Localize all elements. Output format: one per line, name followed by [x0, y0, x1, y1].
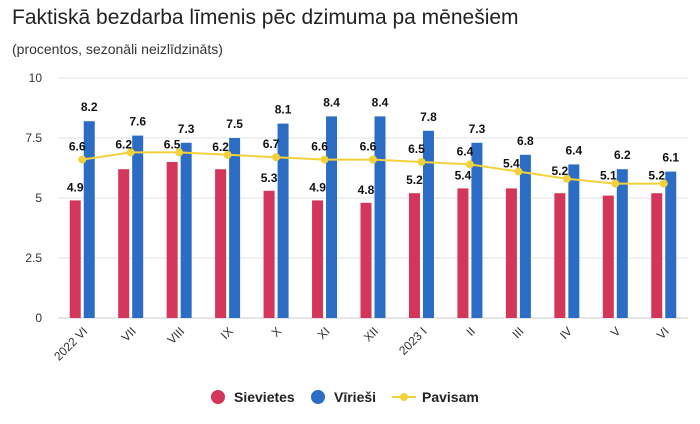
chart-title: Faktiskā bezdarba līmenis pēc dzimuma pa… [12, 6, 519, 29]
data-label-pavisam: 6.6 [360, 140, 377, 154]
data-label-pavisam: 6.6 [69, 140, 86, 154]
bar-virieshi [422, 130, 434, 318]
point-pavisam [223, 150, 232, 159]
bar-sievietes [312, 200, 324, 318]
x-tick-label: VI [654, 324, 672, 342]
bar-virieshi [519, 154, 531, 318]
x-tick-label: 2023 I [396, 324, 429, 357]
legend-sievietes-marker [211, 390, 225, 404]
bar-sievietes [651, 193, 663, 318]
point-pavisam [417, 158, 426, 166]
bar-sievietes [360, 202, 372, 318]
legend-virieshi-label: Vīrieši [334, 389, 376, 405]
bar-virieshi [326, 116, 338, 319]
data-label-virieshi: 8.4 [372, 95, 389, 109]
data-label-sievietes: 5.3 [261, 171, 278, 185]
data-label-virieshi: 7.6 [129, 115, 146, 129]
legend-pavisam-label: Pavisam [422, 389, 479, 405]
point-pavisam [465, 160, 474, 169]
data-label-virieshi: 6.1 [662, 151, 679, 165]
data-label-virieshi: 7.3 [178, 122, 195, 136]
data-label-virieshi: 7.8 [420, 110, 437, 124]
data-label-sievietes: 6.2 [212, 140, 229, 154]
data-label-sievietes: 5.2 [648, 169, 665, 183]
chart-subtitle: (procentos, sezonāli neizlīdzināts) [12, 41, 223, 57]
legend-pavisam-marker-dot [400, 393, 408, 401]
x-tick-label: XI [315, 324, 333, 342]
x-tick-label: IV [557, 324, 575, 342]
point-pavisam [272, 153, 281, 162]
x-tick-label: III [510, 324, 527, 341]
point-pavisam [175, 148, 184, 157]
legend-sievietes-label: Sievietes [234, 389, 295, 405]
point-pavisam [514, 167, 523, 176]
data-label-virieshi: 8.2 [81, 100, 98, 114]
data-label-virieshi: 6.2 [614, 148, 631, 162]
data-label-pavisam: 6.6 [311, 140, 328, 154]
y-tick-label: 2.5 [25, 251, 42, 265]
data-label-virieshi: 7.5 [226, 117, 243, 131]
data-label-sievietes: 4.9 [67, 180, 84, 194]
bar-virieshi [229, 138, 241, 318]
data-label-sievietes: 4.8 [358, 183, 375, 197]
x-tick-label: V [608, 324, 624, 340]
bar-virieshi [180, 142, 192, 318]
point-pavisam [611, 179, 620, 188]
data-label-sievietes: 6.5 [164, 137, 181, 151]
legend-virieshi-marker [311, 390, 325, 404]
point-pavisam [562, 174, 571, 183]
bar-virieshi [277, 123, 289, 318]
bar-sievietes [408, 193, 420, 318]
bar-sievietes [215, 169, 227, 318]
x-tick-label: II [463, 324, 478, 339]
bar-virieshi [616, 169, 628, 318]
data-label-virieshi: 8.4 [323, 95, 340, 109]
point-pavisam [320, 155, 329, 164]
bar-sievietes [166, 162, 178, 318]
x-tick-label: 2022 VI [51, 324, 90, 363]
bar-sievietes [602, 195, 614, 318]
data-label-pavisam: 6.4 [457, 144, 474, 158]
x-tick-label: X [269, 324, 285, 340]
data-label-pavisam: 6.7 [263, 137, 280, 151]
x-tick-label: VII [119, 324, 139, 344]
y-tick-label: 5 [35, 191, 42, 205]
bar-virieshi [471, 142, 483, 318]
point-pavisam [659, 179, 668, 188]
bar-sievietes [118, 169, 130, 318]
data-label-virieshi: 6.4 [566, 143, 583, 157]
data-label-sievietes: 5.4 [503, 157, 520, 171]
data-label-sievietes: 5.2 [406, 173, 423, 187]
data-label-sievietes: 5.2 [552, 164, 569, 178]
bar-sievietes [69, 200, 81, 318]
y-tick-label: 10 [29, 71, 43, 85]
bar-virieshi [83, 121, 95, 318]
data-label-virieshi: 7.3 [469, 122, 486, 136]
point-pavisam [369, 155, 377, 164]
data-label-sievietes: 5.1 [600, 169, 617, 183]
bar-sievietes [505, 188, 517, 318]
x-tick-label: IX [218, 324, 236, 342]
x-tick-label: XII [361, 324, 381, 344]
bar-virieshi [665, 171, 677, 318]
point-pavisam [126, 148, 135, 157]
data-label-virieshi: 8.1 [275, 103, 292, 117]
data-label-sievietes: 4.9 [309, 180, 326, 194]
bar-virieshi [568, 164, 580, 318]
bar-sievietes [554, 193, 566, 318]
bar-virieshi [132, 135, 144, 318]
point-pavisam [78, 155, 87, 164]
y-tick-label: 7.5 [25, 131, 42, 145]
x-tick-label: VIII [165, 324, 188, 347]
data-label-sievietes: 5.4 [455, 168, 472, 182]
data-label-virieshi: 6.8 [517, 134, 534, 148]
data-label-sievietes: 6.2 [115, 137, 132, 151]
bar-virieshi [374, 116, 386, 319]
bar-sievietes [457, 188, 469, 318]
data-label-pavisam: 6.5 [408, 142, 425, 156]
bar-sievietes [263, 190, 275, 318]
y-tick-label: 0 [35, 311, 42, 325]
